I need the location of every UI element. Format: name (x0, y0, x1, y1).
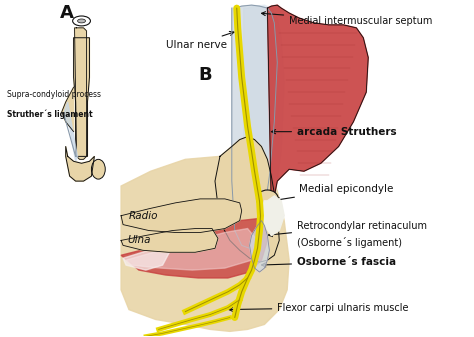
Ellipse shape (78, 19, 85, 23)
Text: Medial epicondyle: Medial epicondyle (275, 184, 393, 202)
Polygon shape (232, 5, 277, 248)
Polygon shape (73, 38, 90, 156)
Polygon shape (267, 5, 368, 211)
Polygon shape (123, 250, 171, 270)
Polygon shape (64, 102, 78, 161)
Polygon shape (250, 221, 269, 272)
Polygon shape (244, 5, 284, 255)
Text: Retrocondylar retinaculum: Retrocondylar retinaculum (268, 221, 427, 237)
Polygon shape (121, 199, 242, 233)
Polygon shape (262, 196, 284, 236)
Text: Ulna: Ulna (127, 236, 151, 245)
Polygon shape (62, 87, 73, 132)
Polygon shape (66, 147, 94, 181)
Text: B: B (198, 66, 212, 84)
Text: (Osborne´s ligament): (Osborne´s ligament) (297, 237, 402, 248)
Text: Struther´s ligament: Struther´s ligament (8, 109, 93, 119)
Polygon shape (121, 156, 289, 331)
Text: Radio: Radio (129, 211, 158, 221)
Text: Supra-condyloid process: Supra-condyloid process (8, 90, 101, 99)
Polygon shape (121, 228, 218, 252)
Polygon shape (121, 219, 267, 278)
Text: arcada Struthers: arcada Struthers (272, 127, 397, 137)
Ellipse shape (73, 16, 91, 26)
Text: Osborne´s fascia: Osborne´s fascia (262, 257, 396, 267)
Polygon shape (74, 28, 86, 159)
Ellipse shape (91, 159, 105, 179)
Polygon shape (126, 228, 257, 270)
Polygon shape (215, 136, 279, 262)
Text: Medial intermuscular septum: Medial intermuscular septum (262, 12, 432, 26)
Ellipse shape (256, 190, 278, 208)
Text: Ulnar nerve: Ulnar nerve (165, 31, 234, 50)
Text: A: A (60, 4, 73, 22)
Text: Flexor carpi ulnaris muscle: Flexor carpi ulnaris muscle (229, 303, 409, 313)
